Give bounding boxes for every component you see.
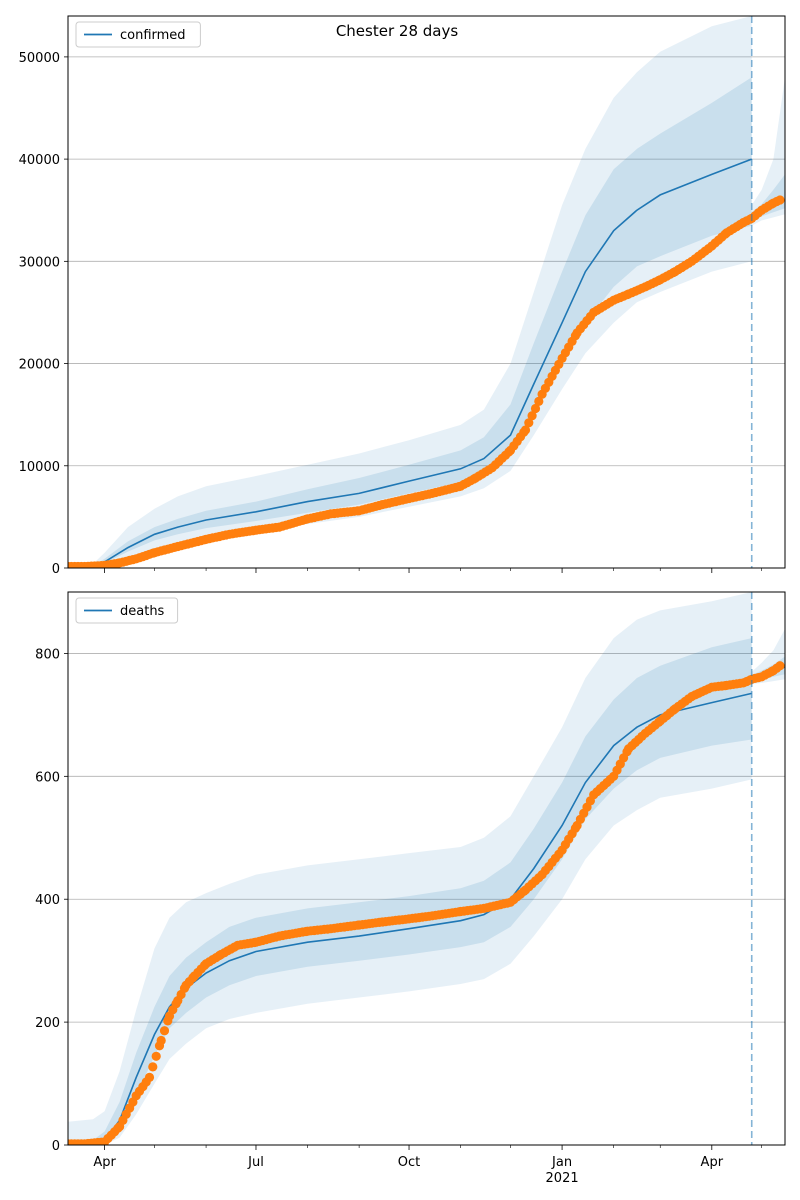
axes-frame <box>67 591 786 1146</box>
y-tick-label: 200 <box>35 1016 60 1031</box>
model-band-90 <box>68 16 752 567</box>
y-tick-label: 40000 <box>19 153 60 168</box>
x-tick-label: Apr <box>701 1155 724 1170</box>
observed-point <box>527 411 537 421</box>
observed-point <box>530 403 541 414</box>
x-tick-label: Jan <box>551 1155 572 1170</box>
observed-point <box>534 396 544 406</box>
x-year-label: 2021 <box>546 1171 579 1186</box>
y-tick-label: 10000 <box>19 460 60 475</box>
model-median-line <box>68 158 752 568</box>
x-tick-label: Apr <box>93 1155 116 1170</box>
observed-point <box>151 1051 161 1061</box>
legend-label: confirmed <box>120 28 186 43</box>
deaths-panel: 0 200 400 600 800 Apr Jul Oct Jan Apr 2021 deaths <box>35 591 786 1186</box>
observed-point <box>520 425 531 435</box>
observed-point <box>159 1026 170 1036</box>
forecast-band-90 <box>751 77 785 226</box>
y-tick-label: 0 <box>52 1139 60 1154</box>
model-band-90 <box>68 592 752 1145</box>
y-tick-label: 400 <box>35 893 60 908</box>
axes-frame <box>67 15 786 569</box>
model-band-50 <box>68 638 752 1145</box>
x-tick-label: Oct <box>398 1155 420 1170</box>
figure-title: Chester 28 days <box>336 22 459 40</box>
observed-point <box>524 418 534 428</box>
observed-point <box>775 195 785 205</box>
y-tick-label: 20000 <box>19 358 60 373</box>
observed-point <box>156 1035 166 1046</box>
y-tick-label: 600 <box>35 770 60 785</box>
x-tick-label: Jul <box>247 1155 264 1170</box>
observed-point <box>775 661 785 671</box>
legend-label: deaths <box>120 604 165 619</box>
observed-point <box>148 1062 158 1072</box>
y-tick-label: 50000 <box>19 51 60 66</box>
y-tick-label: 800 <box>35 647 60 662</box>
legend: confirmed <box>75 21 201 48</box>
legend-box <box>75 21 201 48</box>
model-band-50 <box>68 77 752 567</box>
legend: deaths <box>75 597 179 624</box>
legend-box <box>75 597 179 624</box>
observed-point <box>144 1072 155 1082</box>
y-tick-label: 0 <box>52 562 60 577</box>
confirmed-panel: 0 10000 20000 30000 40000 50000 confirmed <box>19 15 786 577</box>
y-tick-label: 30000 <box>19 255 60 270</box>
model-median-line <box>68 692 752 1145</box>
